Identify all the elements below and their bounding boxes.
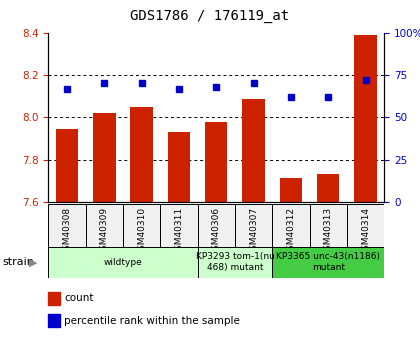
Bar xyxy=(242,99,265,202)
Bar xyxy=(310,204,347,247)
Text: GSM40311: GSM40311 xyxy=(174,207,184,256)
Bar xyxy=(272,204,310,247)
Text: wildtype: wildtype xyxy=(104,258,142,267)
Text: strain: strain xyxy=(2,257,34,267)
Bar xyxy=(48,204,86,247)
Bar xyxy=(354,35,377,202)
Bar xyxy=(56,129,78,202)
Text: GSM40314: GSM40314 xyxy=(361,207,370,256)
Bar xyxy=(347,204,384,247)
Text: ▶: ▶ xyxy=(29,257,37,267)
Text: GSM40309: GSM40309 xyxy=(100,207,109,256)
Text: GSM40306: GSM40306 xyxy=(212,207,221,256)
Text: GSM40310: GSM40310 xyxy=(137,207,146,256)
Bar xyxy=(280,178,302,202)
Text: percentile rank within the sample: percentile rank within the sample xyxy=(64,316,240,325)
Text: GDS1786 / 176119_at: GDS1786 / 176119_at xyxy=(131,9,289,23)
Bar xyxy=(123,204,160,247)
Text: GSM40307: GSM40307 xyxy=(249,207,258,256)
Bar xyxy=(160,204,198,247)
Bar xyxy=(317,174,339,202)
Bar xyxy=(198,247,272,278)
Bar xyxy=(93,113,116,202)
Bar xyxy=(86,204,123,247)
Bar xyxy=(48,247,198,278)
Text: KP3293 tom-1(nu
468) mutant: KP3293 tom-1(nu 468) mutant xyxy=(196,253,274,272)
Text: GSM40312: GSM40312 xyxy=(286,207,295,256)
Bar xyxy=(198,204,235,247)
Bar xyxy=(272,247,384,278)
Bar xyxy=(235,204,272,247)
Bar xyxy=(168,132,190,202)
Text: GSM40313: GSM40313 xyxy=(324,207,333,256)
Bar xyxy=(205,121,228,202)
Bar xyxy=(131,107,153,202)
Text: GSM40308: GSM40308 xyxy=(63,207,71,256)
Text: count: count xyxy=(64,293,94,303)
Text: KP3365 unc-43(n1186)
mutant: KP3365 unc-43(n1186) mutant xyxy=(276,253,380,272)
